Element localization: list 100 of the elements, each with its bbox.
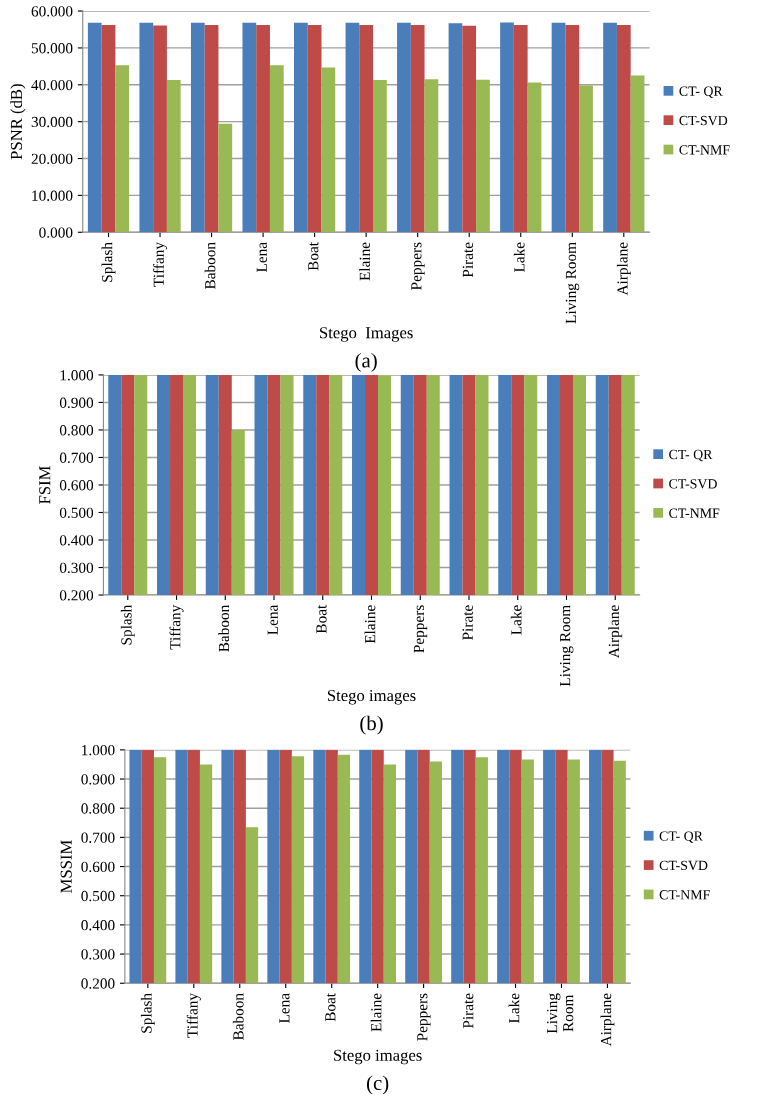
x-tick-label: Peppers	[417, 993, 431, 1041]
x-tick-label: Splash	[140, 993, 155, 1033]
bar	[218, 123, 233, 233]
bar	[424, 79, 439, 233]
y-tick-label: 0.900	[59, 397, 94, 408]
y-tick-label: 40.000	[31, 79, 73, 91]
bar	[462, 25, 477, 233]
x-tick-label: Tiffany	[153, 242, 168, 287]
y-tick-label: 0.900	[81, 774, 115, 785]
bar	[476, 79, 490, 233]
y-tick-label: 60.000	[31, 6, 73, 17]
legend-label: CT-NMF	[659, 890, 710, 900]
y-tick-label: 0.000	[39, 227, 73, 238]
x-tick-label: Boat	[316, 604, 327, 634]
x-tick-label: Baboon	[218, 604, 230, 652]
y-tick-label: 0.700	[81, 832, 115, 843]
bar	[269, 65, 284, 233]
bar	[373, 80, 387, 233]
legend-label: CT-SVD	[669, 479, 717, 489]
text: (c)	[366, 1075, 389, 1095]
bar	[256, 25, 270, 233]
x-axis-title: Stego images	[334, 1049, 422, 1065]
y-tick-label: 1.000	[82, 745, 115, 756]
bar	[294, 22, 308, 233]
y-tick-label: 0.800	[81, 803, 115, 814]
x-tick-label: Tiffany	[186, 993, 201, 1038]
x-tick-label: Lena	[267, 604, 278, 635]
y-tick-label: 30.000	[31, 116, 73, 128]
y-tick-label: 20.000	[31, 153, 73, 165]
y-tick-label: 0.600	[81, 861, 115, 873]
legend-label: CT- QR	[679, 86, 723, 98]
y-tick-label: 0.700	[59, 452, 94, 463]
x-tick-label: Pirate	[462, 605, 473, 640]
x-tick-label: Airplane	[600, 993, 615, 1047]
x-tick-label: Elaine	[364, 605, 376, 644]
bar	[242, 22, 257, 233]
y-tick-label: 1.000	[60, 370, 94, 381]
bar	[345, 22, 360, 233]
bar	[115, 65, 130, 233]
y-tick-label: 0.300	[81, 949, 115, 960]
bar	[190, 22, 205, 233]
bar	[551, 22, 566, 233]
bar	[321, 67, 336, 233]
bar	[410, 25, 425, 233]
legend-label: CT-SVD	[659, 860, 708, 871]
x-tick-label: Peppers	[413, 605, 428, 653]
x-tick-label: Lena	[256, 242, 267, 273]
x-tick-label: Boat	[325, 993, 336, 1022]
x-tick-label: Living Room	[565, 242, 580, 324]
x-tick-label: Airplane	[608, 605, 623, 659]
bar	[204, 25, 219, 233]
bar	[397, 22, 411, 233]
x-tick-label: Lake	[508, 993, 520, 1024]
bar	[139, 22, 154, 233]
legend-label: CT-NMF	[669, 508, 720, 518]
bar	[513, 25, 528, 233]
bar	[630, 75, 645, 233]
x-tick-label: Elaine	[359, 242, 370, 281]
x-tick-label: Elaine	[370, 993, 382, 1032]
bar	[101, 25, 116, 233]
y-tick-label: 0.800	[59, 425, 94, 436]
bar	[87, 22, 102, 233]
bar	[166, 80, 181, 233]
x-tick-label: Peppers	[411, 242, 425, 290]
x-tick-label: Living Room	[547, 993, 574, 1034]
x-tick-label: Pirate	[463, 993, 474, 1029]
x-tick-label: Tiffany	[169, 604, 184, 650]
y-tick-label: 0.400	[59, 535, 94, 546]
y-axis-title: MSSIM	[60, 840, 72, 893]
bar	[579, 85, 593, 233]
bar	[527, 82, 542, 233]
x-tick-label: Baboon	[232, 993, 244, 1041]
y-tick-label: 0.300	[59, 562, 94, 574]
y-tick-label: 10.000	[32, 190, 73, 201]
y-axis-title: FSIM	[39, 466, 51, 504]
y-tick-label: 0.200	[81, 978, 115, 989]
x-tick-label: Boat	[308, 242, 319, 271]
x-axis-title: Stego images	[327, 689, 416, 705]
bar	[500, 22, 514, 233]
text: (b)	[360, 715, 383, 735]
x-tick-label: Splash	[120, 604, 135, 645]
x-tick-label: Airplane	[616, 242, 631, 296]
legend-label: CT-SVD	[679, 115, 728, 126]
legend-label: CT- QR	[659, 831, 703, 843]
y-tick-label: 0.400	[81, 920, 115, 931]
y-tick-label: 0.500	[81, 890, 115, 902]
x-tick-label: Pirate	[462, 242, 474, 278]
y-tick-label: 0.500	[59, 507, 94, 519]
x-tick-label: Living Room	[560, 604, 574, 687]
bar	[153, 25, 167, 233]
x-tick-label: Baboon	[204, 242, 216, 290]
bar	[603, 22, 617, 233]
x-axis-title: Stego Images	[320, 327, 413, 342]
text: (a)	[355, 352, 377, 372]
y-tick-label: 0.200	[59, 590, 94, 601]
legend-label: CT-NMF	[679, 145, 730, 155]
bar	[565, 25, 580, 233]
y-axis-title: PSNR (dB)	[10, 84, 26, 160]
x-tick-label: Lake	[513, 242, 525, 273]
legend-label: CT- QR	[669, 449, 713, 462]
